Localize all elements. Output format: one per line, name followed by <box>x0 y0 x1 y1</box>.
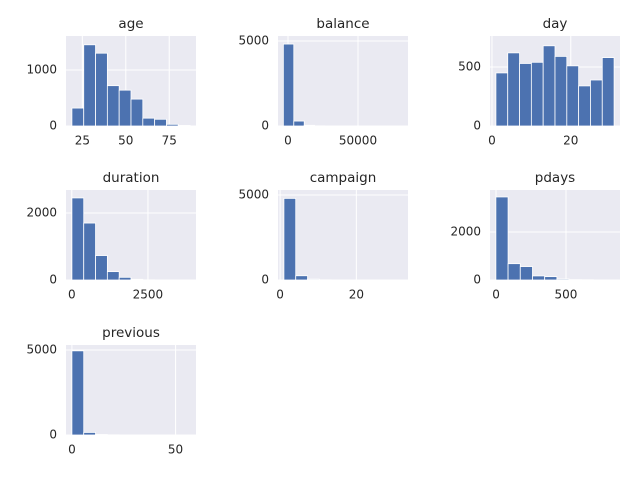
x-tick-label: 0 <box>68 288 76 302</box>
bar <box>542 45 556 127</box>
x-tick-label: 75 <box>162 134 177 148</box>
subplot-title: age <box>118 16 143 32</box>
x-tick-label: 2500 <box>133 288 164 302</box>
bar <box>95 52 108 127</box>
bar <box>530 61 544 127</box>
bar <box>166 123 179 127</box>
x-tick-label: 20 <box>563 134 578 148</box>
bar <box>578 85 591 127</box>
bar <box>554 56 568 127</box>
y-tick-label: 0 <box>473 119 481 133</box>
bar <box>83 432 96 436</box>
bar <box>293 120 305 127</box>
x-tick-label: 50 <box>168 443 183 457</box>
bar <box>495 196 509 281</box>
x-tick-label: 25 <box>75 134 90 148</box>
x-tick-label: 0 <box>492 288 500 302</box>
subplot-title: day <box>543 16 568 32</box>
y-tick-label: 1000 <box>26 62 57 76</box>
bar <box>307 278 320 281</box>
bar <box>519 266 533 281</box>
bar <box>519 63 532 127</box>
bar <box>177 125 191 127</box>
subplot-title: pdays <box>535 170 575 186</box>
y-tick-label: 500 <box>458 60 481 74</box>
bar <box>544 276 558 281</box>
bar <box>95 434 108 436</box>
x-tick-label: 0 <box>488 134 496 148</box>
bar <box>71 107 85 127</box>
x-tick-label: 0 <box>68 443 76 457</box>
subplot-title: balance <box>316 16 369 32</box>
x-tick-label: 500 <box>555 288 578 302</box>
bar <box>590 79 603 127</box>
bar <box>283 197 297 281</box>
bar <box>106 85 120 127</box>
bar <box>83 44 96 127</box>
y-tick-label: 5000 <box>26 342 57 356</box>
bar <box>118 276 132 281</box>
y-tick-label: 2000 <box>450 225 481 239</box>
bar <box>71 350 85 436</box>
bar <box>154 118 167 127</box>
bar <box>507 52 520 127</box>
y-tick-label: 2000 <box>26 206 57 220</box>
bar <box>142 117 156 127</box>
bar <box>95 255 108 281</box>
y-tick-label: 0 <box>49 119 57 133</box>
bar <box>282 43 295 127</box>
bar <box>601 57 615 127</box>
x-tick-label: 0 <box>276 288 284 302</box>
bar <box>130 278 144 281</box>
subplot-title: previous <box>102 325 160 341</box>
bar <box>556 278 570 281</box>
y-tick-label: 5000 <box>238 187 269 201</box>
plot-background <box>278 36 408 126</box>
bar <box>106 271 120 281</box>
bar <box>566 65 580 127</box>
subplot-title: duration <box>103 170 160 186</box>
bar <box>507 263 521 281</box>
bar <box>71 197 85 281</box>
bar <box>495 72 509 127</box>
y-tick-label: 5000 <box>238 33 269 47</box>
y-tick-label: 0 <box>261 119 269 133</box>
x-tick-label: 50000 <box>339 134 377 148</box>
subplot-title: campaign <box>310 170 377 186</box>
bar <box>83 222 96 281</box>
bar <box>303 124 316 127</box>
x-tick-label: 50 <box>118 134 133 148</box>
y-tick-label: 0 <box>261 273 269 287</box>
plot-background <box>278 190 408 280</box>
y-tick-label: 0 <box>49 428 57 442</box>
bar <box>295 275 308 281</box>
y-tick-label: 0 <box>49 273 57 287</box>
bar <box>118 89 132 127</box>
y-tick-label: 0 <box>473 273 481 287</box>
plot-background <box>66 345 196 435</box>
x-tick-label: 0 <box>284 134 292 148</box>
bar <box>532 275 546 281</box>
x-tick-label: 20 <box>349 288 364 302</box>
bar <box>130 98 144 127</box>
